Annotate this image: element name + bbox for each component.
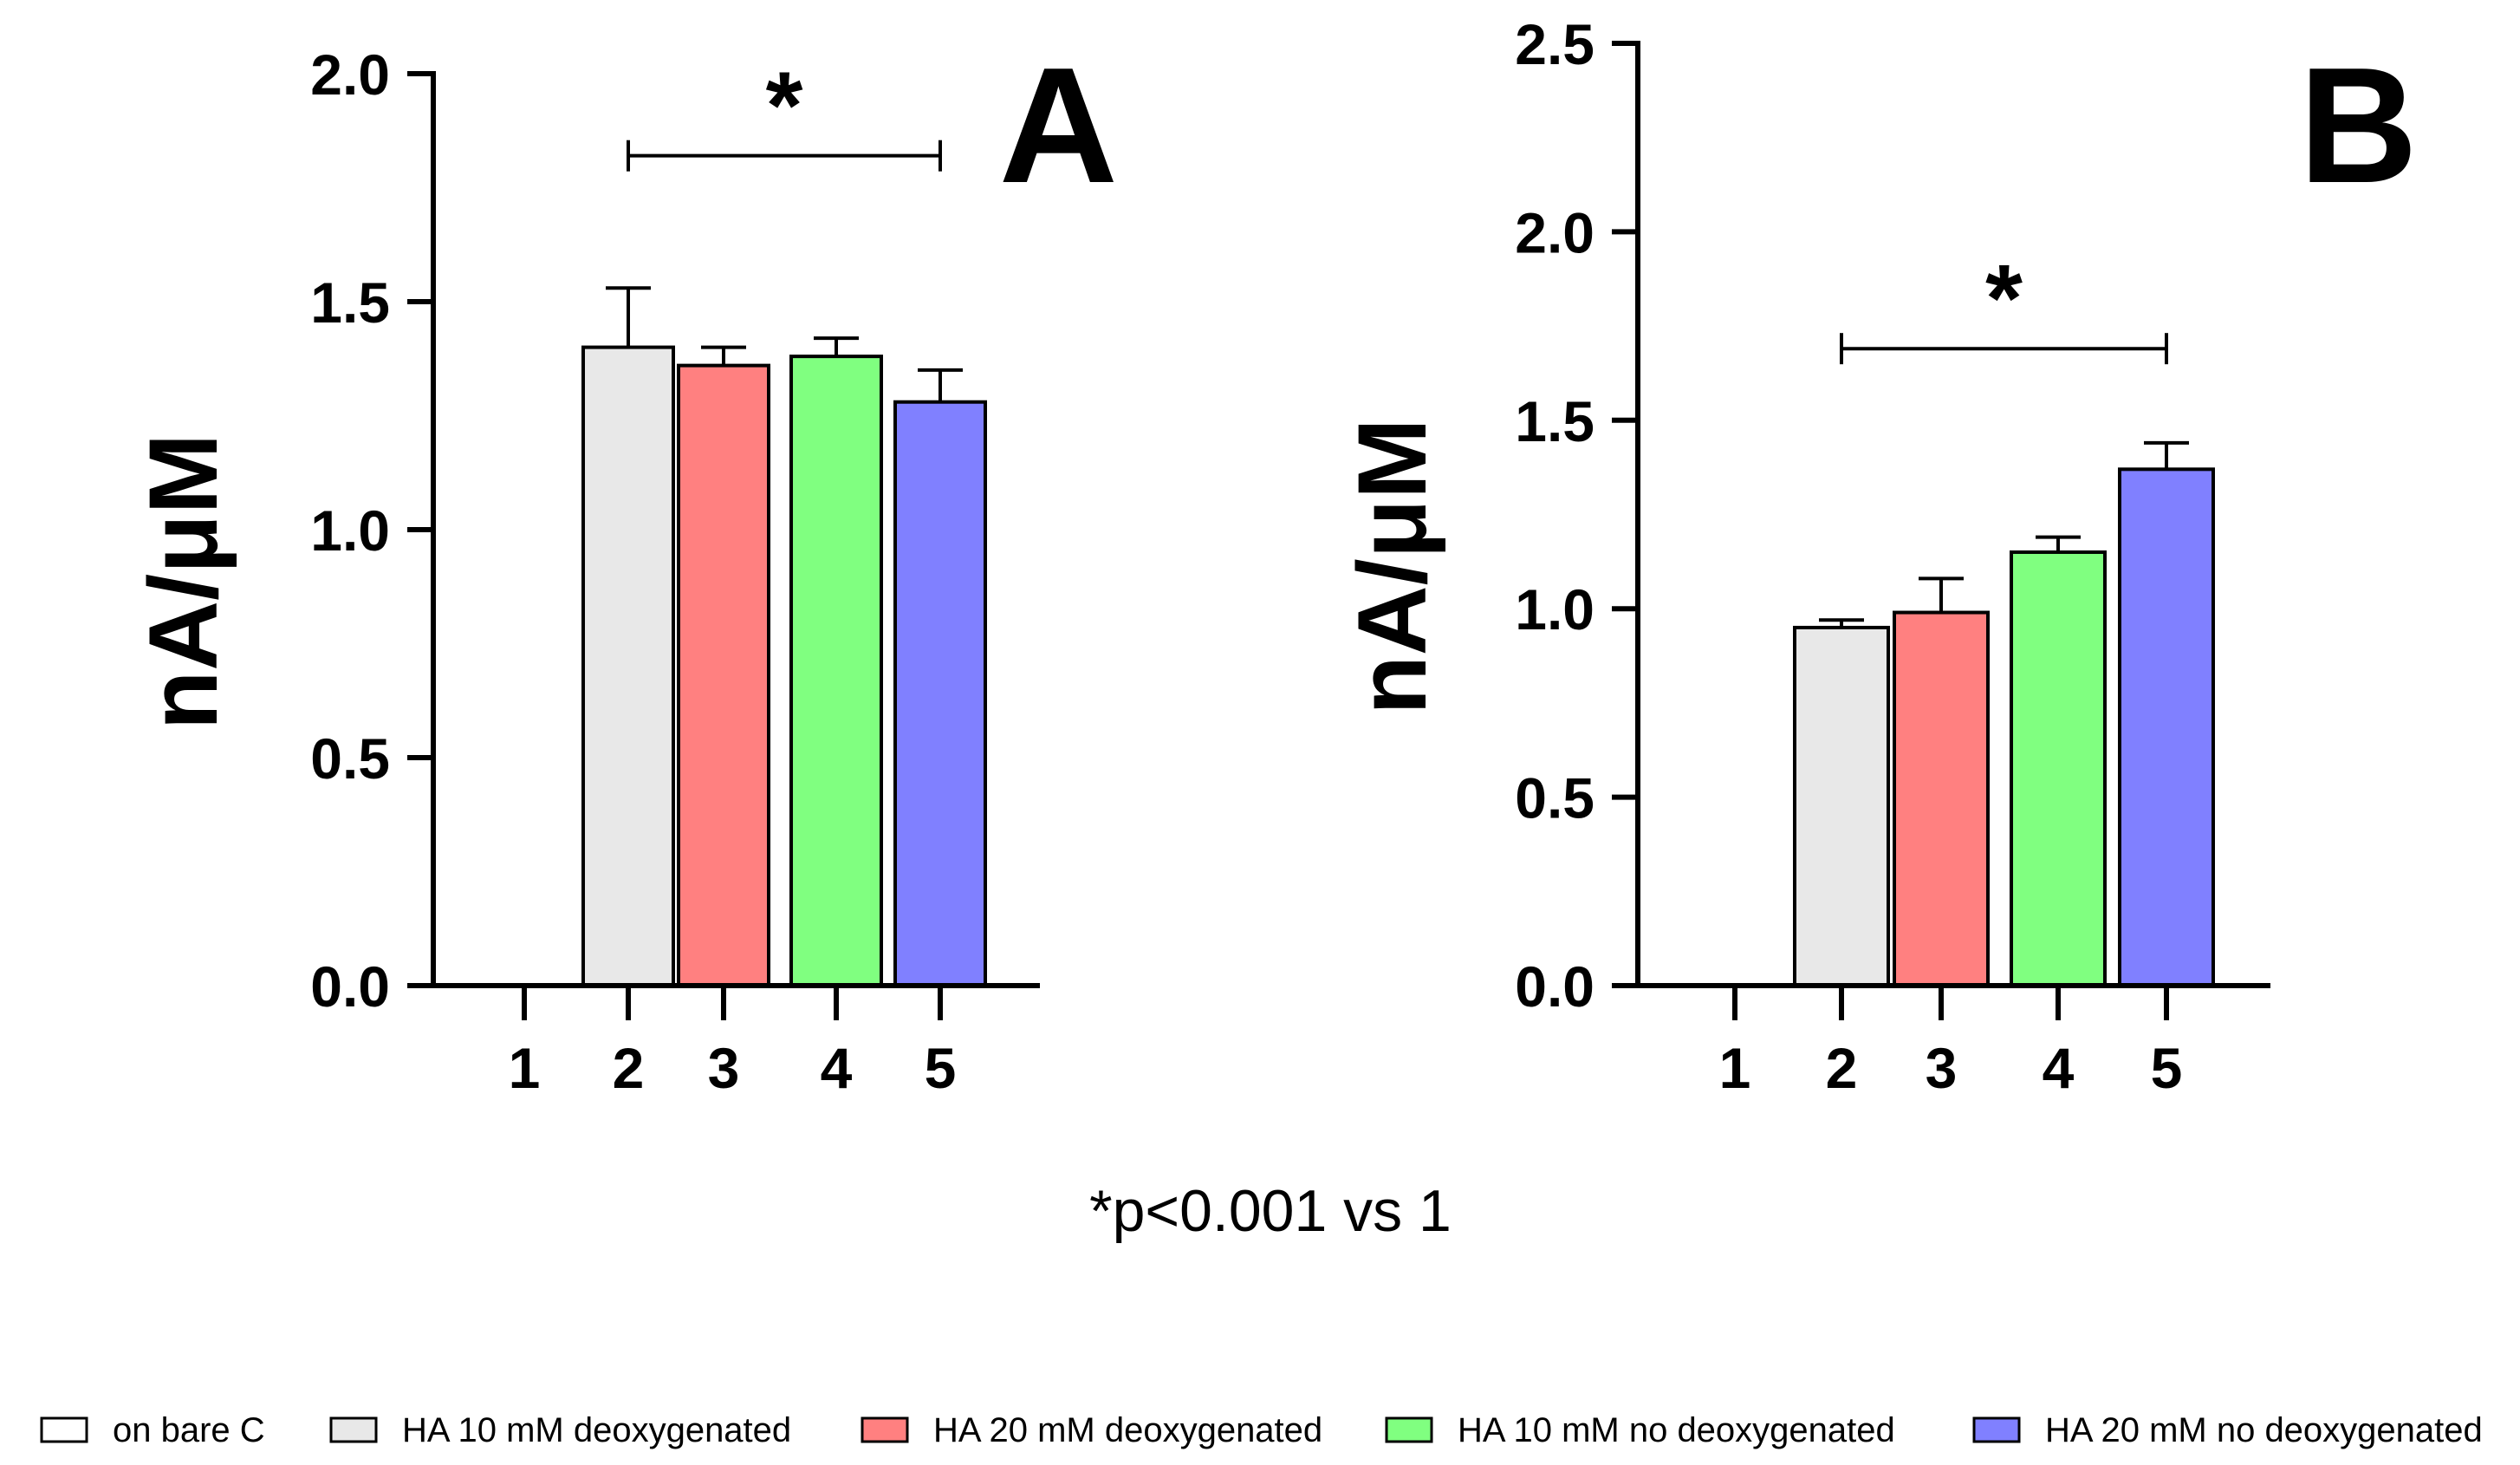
legend: on bare C HA 10 mM deoxygenated HA 20 mM d… <box>40 1411 2483 1449</box>
legend-label: HA 20 mM deoxygenated <box>933 1411 1322 1449</box>
bar-2 <box>581 345 675 988</box>
error-bar-3 <box>1919 576 1964 613</box>
bar-5 <box>2118 467 2215 987</box>
legend-item: HA 20 mM no deoxygenated <box>1972 1411 2483 1449</box>
legend-label: HA 20 mM no deoxygenated <box>2045 1411 2483 1449</box>
significance-star: * <box>1985 245 2023 352</box>
error-bar-5 <box>2144 440 2189 470</box>
x-tick-label: 2 <box>613 1036 645 1100</box>
x-tick-label: 4 <box>821 1036 853 1100</box>
y-axis-label: nA/μM <box>1338 418 1446 714</box>
y-tick-label: 2.0 <box>310 42 390 107</box>
legend-item: on bare C <box>40 1411 265 1449</box>
error-bar-5 <box>918 368 963 402</box>
x-tick-label: 4 <box>2043 1036 2075 1100</box>
error-bar-4 <box>2036 535 2081 552</box>
significance-bracket <box>1840 333 2168 365</box>
y-tick-label: 1.0 <box>310 498 390 563</box>
legend-label: on bare C <box>113 1411 265 1449</box>
error-bar-2 <box>606 286 651 348</box>
error-bar-4 <box>814 336 859 357</box>
bar-2 <box>1793 625 1890 987</box>
significance-star: * <box>766 53 803 160</box>
panel-a-chart: 0.00.51.01.52.01 2 3 4 5nA/μMA* <box>129 34 1118 1100</box>
x-tick-label: 1 <box>1719 1036 1751 1100</box>
x-tick-label: 5 <box>925 1036 957 1100</box>
y-axis-label: nA/μM <box>129 433 237 730</box>
y-tick-label: 2.5 <box>1515 12 1594 76</box>
bar-3 <box>1893 610 1990 987</box>
legend-label: HA 10 mM deoxygenated <box>402 1411 791 1449</box>
legend-label: HA 10 mM no deoxygenated <box>1458 1411 1895 1449</box>
y-tick-label: 0.5 <box>310 726 390 791</box>
legend-item: HA 10 mM deoxygenated <box>329 1411 791 1449</box>
legend-item: HA 10 mM no deoxygenated <box>1385 1411 1895 1449</box>
y-tick-label: 1.5 <box>1515 389 1594 453</box>
legend-swatch <box>1385 1416 1433 1443</box>
significance-bracket <box>627 140 942 172</box>
y-tick-label: 0.0 <box>1515 954 1594 1019</box>
bar-3 <box>677 363 770 987</box>
y-tick-label: 1.0 <box>1515 577 1594 641</box>
footnote: *p<0.001 vs 1 <box>1089 1178 1452 1244</box>
bar-5 <box>893 400 987 988</box>
x-tick-label: 3 <box>708 1036 740 1100</box>
x-tick-label: 1 <box>509 1036 541 1100</box>
bar-4 <box>789 355 883 987</box>
panel-b-chart: 0.0 0.5 1.0 1.5 2.0 2.5 1 2 3 4 5 nA/μM B * <box>1338 12 2418 1100</box>
error-bar-2 <box>1819 618 1864 628</box>
bar-4 <box>2010 550 2107 987</box>
x-tick-label: 3 <box>1926 1036 1958 1100</box>
legend-swatch <box>329 1416 378 1443</box>
y-tick-label: 0.5 <box>1515 766 1594 830</box>
y-tick-label: 0.0 <box>310 954 390 1019</box>
y-tick-label: 2.0 <box>1515 200 1594 264</box>
legend-swatch <box>1972 1416 2021 1443</box>
legend-swatch <box>40 1416 88 1443</box>
x-tick-label: 2 <box>1826 1036 1858 1100</box>
panel-label: B <box>2299 34 2418 218</box>
legend-item: HA 20 mM deoxygenated <box>861 1411 1322 1449</box>
error-bar-3 <box>701 345 746 366</box>
panel-label: A <box>999 34 1118 218</box>
y-tick-label: 1.5 <box>310 270 390 335</box>
x-tick-label: 5 <box>2151 1036 2183 1100</box>
legend-swatch <box>861 1416 909 1443</box>
